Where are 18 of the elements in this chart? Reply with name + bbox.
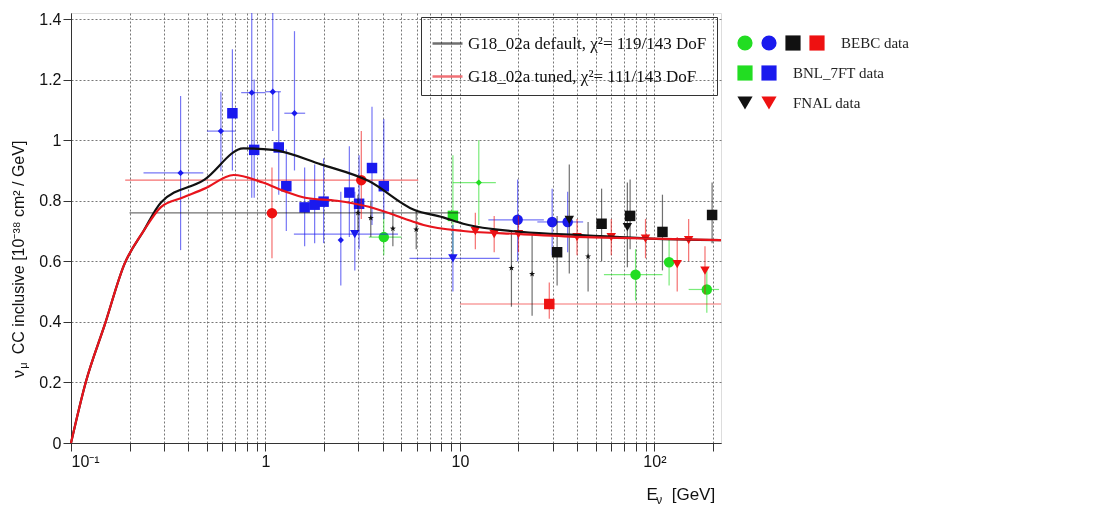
legend-label: FNAL data [793, 95, 861, 111]
legend-label: G18_02a tuned, χ²= 111/143 DoF [468, 66, 697, 86]
x-tick-label: 10 [451, 452, 470, 470]
legend-label: BNL_7FT data [793, 65, 885, 81]
x-tick-label: 10² [643, 452, 668, 470]
y-tick-label: 0.4 [39, 313, 62, 331]
legend-label: G18_02a default, χ²= 119/143 DoF [468, 33, 707, 53]
y-tick-label: 1.2 [39, 71, 62, 89]
y-tick-label: 0.6 [39, 252, 62, 270]
x-tick-label: 1 [261, 452, 271, 470]
y-tick-label: 0 [52, 434, 62, 452]
y-tick-label: 0.8 [39, 192, 62, 210]
y-tick-label: 0.2 [39, 373, 62, 391]
legend-label: BEBC data [841, 35, 910, 51]
y-tick-label: 1.4 [39, 10, 62, 28]
y-tick-label: 1 [52, 131, 62, 149]
x-tick-label: 10⁻¹ [71, 452, 100, 470]
y-axis-title: νμ CC inclusive [10⁻³⁸ cm² / GeV] [10, 140, 29, 378]
